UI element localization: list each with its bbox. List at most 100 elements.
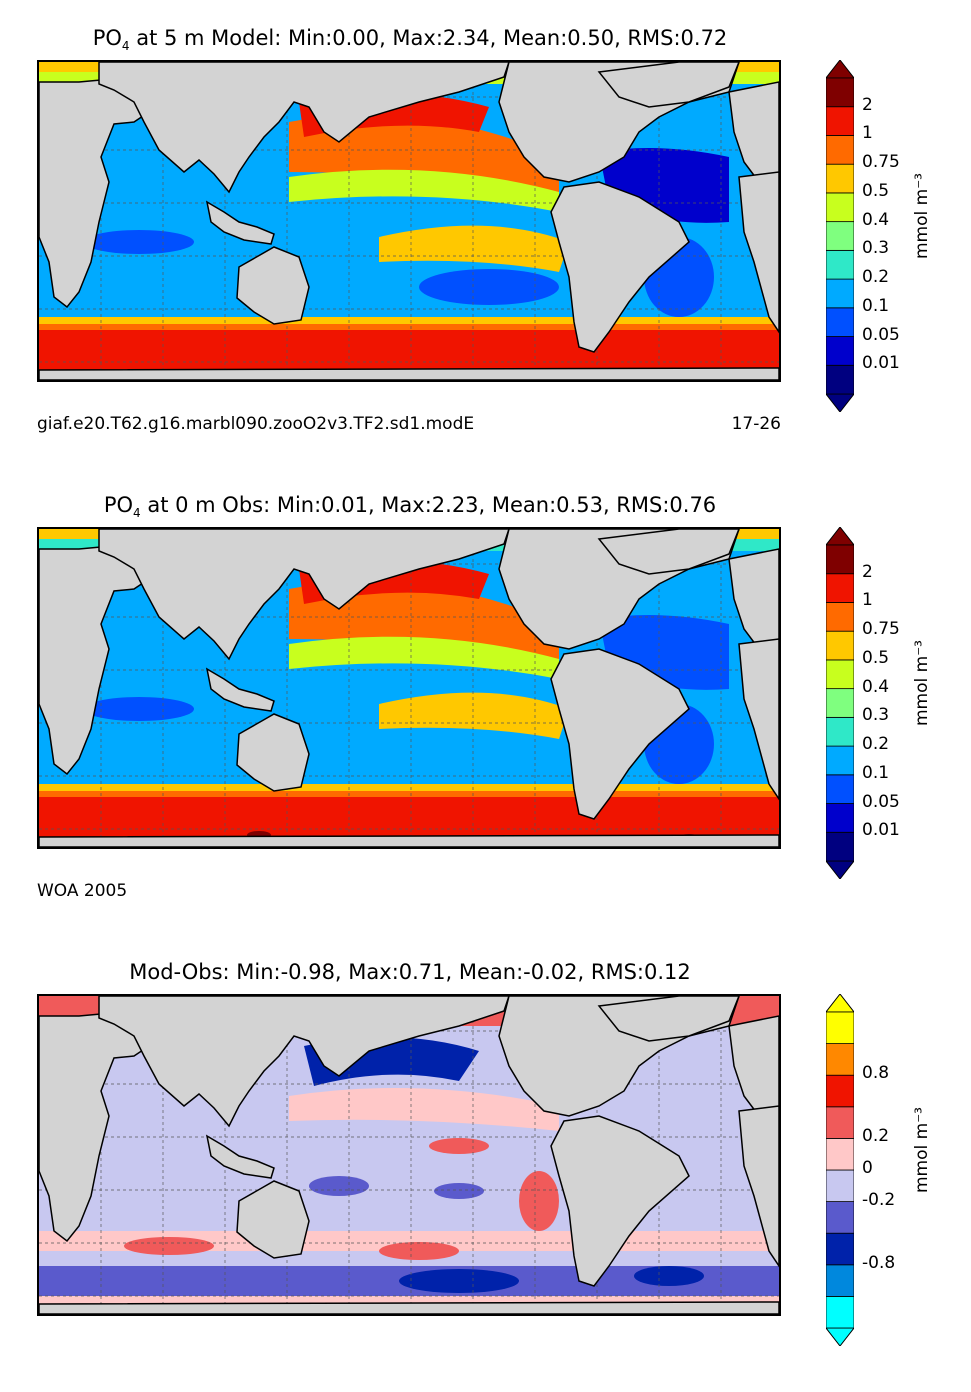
southern-ocean-band (39, 797, 779, 837)
polar-front (39, 324, 779, 332)
panel-model: PO4 at 5 m Model: Min:0.00, Max:2.34, Me… (0, 0, 971, 458)
colorbar-tick-label: 0 (862, 1158, 873, 1178)
colorbar-bin (826, 602, 854, 632)
colorbar-tick-label: 0.75 (862, 152, 900, 173)
equatorial-positive-core (429, 1138, 489, 1154)
colorbar-tick-label: 0.75 (862, 619, 900, 640)
colorbar-extend-low (826, 1327, 854, 1346)
colorbar-tick-label: 1 (862, 123, 873, 144)
colorbar-bin (826, 336, 854, 366)
panel-title: Mod-Obs: Min:-0.98, Max:0.71, Mean:-0.02… (129, 960, 691, 984)
indian-gyre (84, 697, 194, 721)
south-pacific-gyre (419, 736, 559, 772)
polar-front (39, 791, 779, 799)
land-seasia (205, 1134, 275, 1179)
colorbar-bin (826, 1137, 854, 1171)
colorbar-extend-high (826, 527, 854, 546)
colorbar-tick-label: 0.2 (862, 1126, 890, 1147)
colorbar-tick-label: 0.3 (862, 705, 890, 726)
colorbar-bin (826, 1264, 854, 1297)
colorbar-tick-label: 2 (862, 561, 873, 582)
land-greenland (597, 529, 740, 575)
colorbar-bin (826, 1011, 854, 1045)
south-pacific-negative (434, 1183, 484, 1199)
land-africaEast (738, 171, 779, 334)
land-eurasia (98, 62, 510, 194)
colorbar-tick-label: 0.4 (862, 676, 890, 697)
map-difference (37, 994, 781, 1316)
east-pacific-contour (379, 225, 569, 272)
colorbar-tick-label: 0.05 (862, 324, 900, 345)
land-eurasia (98, 529, 510, 661)
land-samerica (550, 648, 690, 820)
colorbar-bin (826, 659, 854, 690)
land (39, 996, 779, 1314)
east-pacific-contour (379, 692, 569, 739)
south-pacific-negative (309, 1176, 369, 1196)
colorbar-bin (826, 221, 854, 251)
year-range: 17-26 (731, 414, 781, 434)
panel-obs: PO4 at 0 m Obs: Min:0.01, Max:2.23, Mean… (0, 467, 971, 925)
colorbar-tick-label: 0.3 (862, 238, 890, 259)
colorbar-tick-label: 0.2 (862, 734, 890, 755)
case-name: giaf.e20.T62.g16.marbl090.zooO2v3.TF2.sd… (37, 414, 475, 434)
colorbar-bin (826, 1201, 854, 1234)
colorbar-tick-label: 0.01 (862, 353, 900, 374)
colorbar-bin (826, 249, 854, 280)
colorbar (826, 527, 854, 879)
map-model (37, 60, 781, 382)
panel-title: PO4 at 5 m Model: Min:0.00, Max:2.34, Me… (92, 26, 728, 54)
land-eurasia (98, 996, 510, 1128)
colorbar-tick-label: 0.1 (862, 762, 890, 783)
land (39, 62, 779, 380)
land (39, 529, 779, 847)
colorbar-tick-label: 0.05 (862, 791, 900, 812)
colorbar-bin (826, 163, 854, 194)
subantarctic-core (379, 1242, 459, 1260)
colorbar-bin (826, 774, 854, 804)
colorbar (826, 60, 854, 412)
land-samerica (550, 1115, 690, 1287)
colorbar-tick-label: 0.1 (862, 295, 890, 316)
colorbar-bin (826, 278, 854, 309)
colorbar-bin (826, 544, 854, 575)
colorbar-bin (826, 135, 854, 165)
land-samerica (550, 181, 690, 353)
colorbar-tick-label: -0.2 (862, 1189, 896, 1210)
subantarctic-core (124, 1237, 214, 1255)
colorbar-bin (826, 1232, 854, 1266)
indian-gyre (84, 230, 194, 254)
colorbar-bin (826, 716, 854, 747)
land-africaEast (738, 638, 779, 801)
colorbar-tick-label: 0.01 (862, 820, 900, 841)
land-africaEast (738, 1105, 779, 1268)
colorbar-bin (826, 831, 854, 862)
north-pacific-contour (289, 114, 559, 197)
colorbar-bin (826, 1074, 854, 1108)
colorbar-extend-low (826, 860, 854, 879)
land-australia (236, 246, 310, 325)
colorbar-extend-low (826, 393, 854, 412)
colorbar-tick-label: 0.5 (862, 647, 890, 668)
humboldt-positive (519, 1171, 559, 1231)
colorbar-tick-label: 0.4 (862, 209, 890, 230)
colorbar-bin (826, 364, 854, 395)
north-pacific-contour (289, 581, 559, 664)
colorbar-bin (826, 745, 854, 776)
obs-source: WOA 2005 (37, 881, 128, 901)
land-seasia (205, 667, 275, 712)
colorbar-bin (826, 630, 854, 661)
antarctic-coastal-positive (39, 1296, 779, 1306)
equatorial-band (289, 636, 559, 679)
land-australia (236, 713, 310, 792)
colorbar-bin (826, 1169, 854, 1203)
colorbar-tick-label: 0.8 (862, 1063, 890, 1084)
land-antarctica (39, 834, 779, 847)
colorbar-tick-label: 2 (862, 94, 873, 115)
panel-title: PO4 at 0 m Obs: Min:0.01, Max:2.23, Mean… (103, 493, 717, 521)
equatorial-band (289, 169, 559, 212)
colorbar-bin (826, 803, 854, 833)
colorbar-bin (826, 1043, 854, 1076)
colorbar-bin (826, 688, 854, 718)
colorbar-bin (826, 192, 854, 223)
